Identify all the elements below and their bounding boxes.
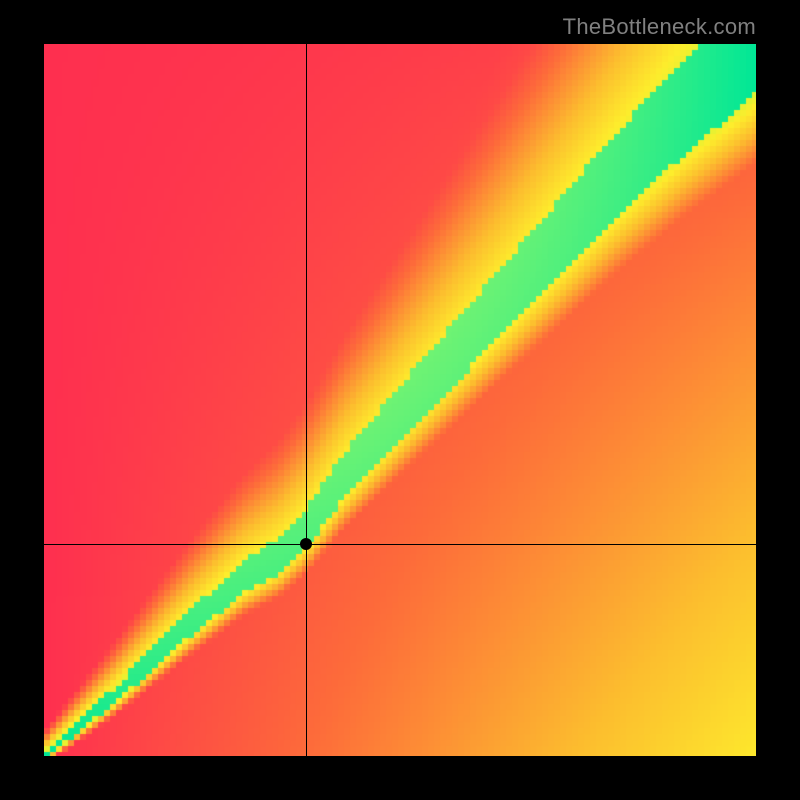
crosshair-horizontal [44, 544, 756, 545]
heatmap-canvas [44, 44, 756, 756]
crosshair-vertical [306, 44, 307, 756]
watermark-text: TheBottleneck.com [563, 14, 756, 40]
heatmap-chart [44, 44, 756, 756]
crosshair-dot [300, 538, 312, 550]
